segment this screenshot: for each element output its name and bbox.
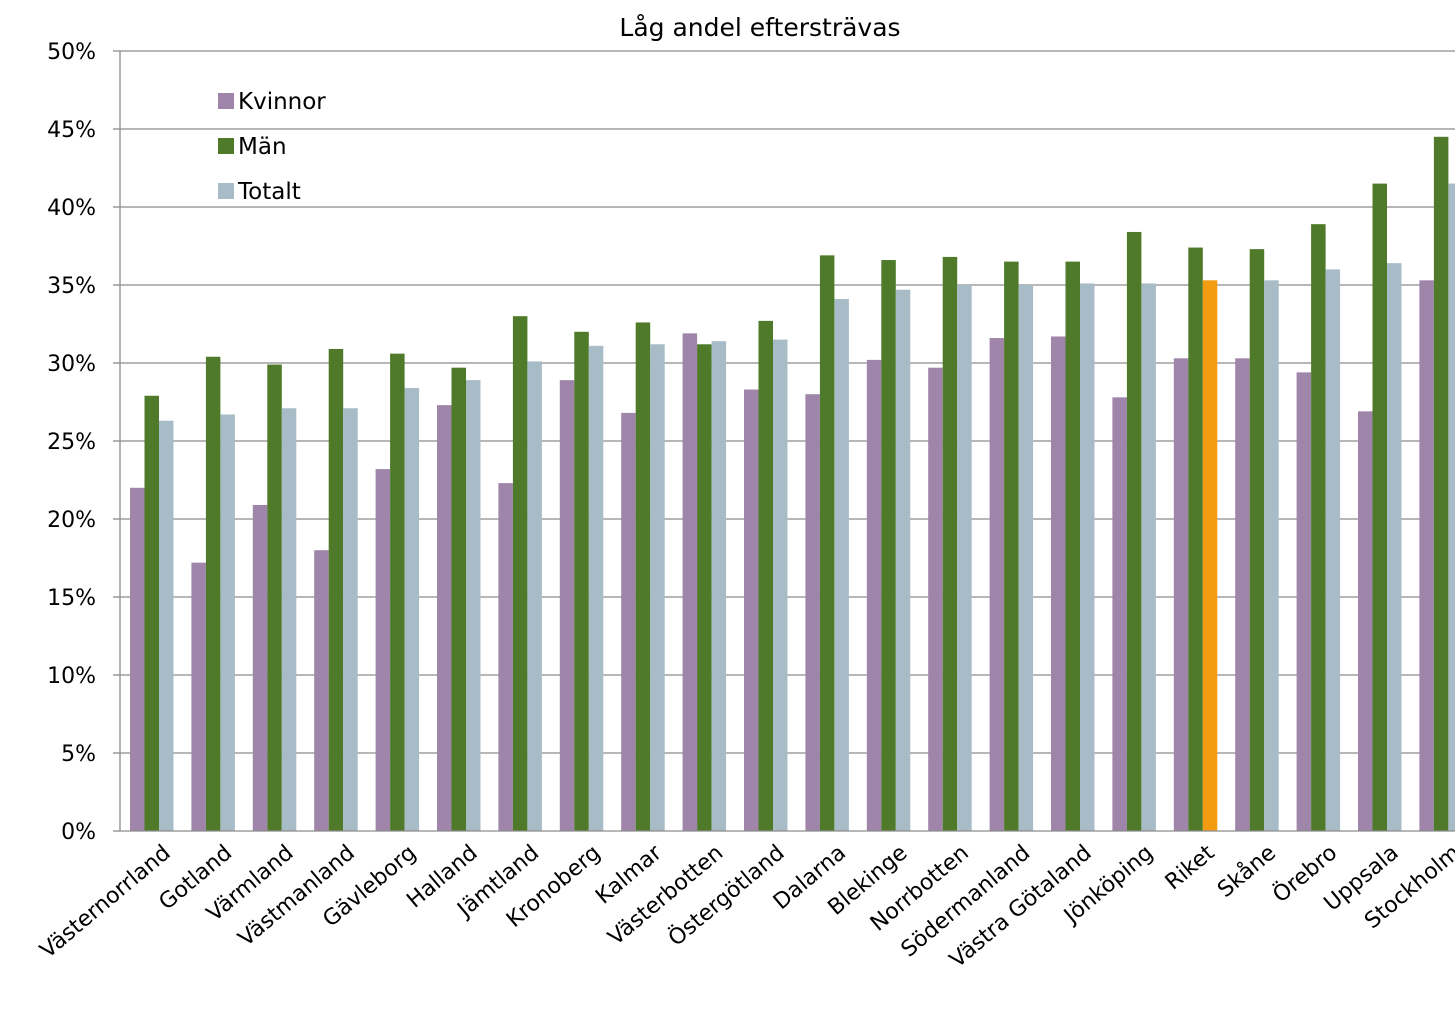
legend: Kvinnor Män Totalt	[218, 89, 326, 205]
bar-kvinnor	[621, 412, 636, 831]
bar-totalt	[281, 408, 297, 831]
bar-män	[451, 367, 466, 831]
bar-män	[574, 331, 589, 831]
legend-label: Totalt	[237, 179, 301, 205]
bar-kvinnor	[682, 333, 698, 831]
bar-kvinnor	[1051, 336, 1066, 831]
bar-kvinnor	[928, 367, 943, 831]
bar-kvinnor	[989, 338, 1005, 831]
y-tick-label: 35%	[47, 274, 96, 299]
bar-män	[1433, 136, 1449, 832]
bar-kvinnor	[744, 389, 759, 831]
y-tick-label: 0%	[61, 820, 96, 845]
bar-kvinnor	[805, 394, 820, 831]
y-tick-label: 5%	[61, 742, 96, 767]
bar-totalt	[1202, 280, 1218, 831]
bar-kvinnor	[1112, 397, 1127, 831]
bar-kvinnor	[498, 483, 513, 831]
legend-swatch	[218, 183, 234, 199]
bar-kvinnor	[559, 380, 575, 831]
bar-män	[1249, 249, 1265, 831]
y-tick-label: 20%	[47, 508, 96, 533]
bar-kvinnor	[1358, 411, 1373, 831]
y-tick-label: 40%	[47, 196, 96, 221]
bar-totalt	[343, 408, 358, 831]
bar-män	[1311, 224, 1326, 831]
bar-män	[758, 320, 773, 831]
legend-label: Män	[238, 134, 287, 160]
bar-kvinnor	[375, 469, 391, 831]
bar-totalt	[1387, 263, 1402, 831]
y-tick-label: 15%	[47, 586, 96, 611]
bar-män	[697, 344, 712, 831]
legend-swatch	[218, 138, 234, 154]
bar-totalt	[1325, 269, 1341, 831]
bar-kvinnor	[1419, 280, 1434, 831]
bar-totalt	[159, 420, 174, 831]
bar-män	[635, 322, 651, 831]
bar-män	[1065, 261, 1080, 832]
bar-totalt	[404, 387, 420, 831]
bar-män	[1372, 183, 1387, 832]
x-tick-label: Riket	[1161, 840, 1220, 895]
bar-totalt	[773, 339, 788, 831]
x-tick-label: Skåne	[1213, 840, 1281, 903]
bar-kvinnor	[130, 487, 145, 831]
bar-totalt	[527, 361, 542, 831]
bar-totalt	[1141, 283, 1156, 831]
y-tick-label: 45%	[47, 118, 96, 143]
bar-kvinnor	[1173, 358, 1189, 831]
bar-totalt	[588, 345, 604, 831]
bar-totalt	[466, 380, 481, 831]
bar-män	[1126, 231, 1142, 831]
legend-label: Kvinnor	[238, 89, 326, 115]
bar-totalt	[650, 344, 665, 831]
bar-kvinnor	[437, 405, 452, 831]
bar-totalt	[1080, 283, 1095, 831]
bar-kvinnor	[866, 359, 882, 831]
bar-totalt	[1018, 285, 1034, 831]
bar-män	[512, 316, 528, 831]
bar-män	[328, 348, 344, 831]
bars	[130, 136, 1455, 832]
bar-kvinnor	[314, 550, 329, 831]
y-tick-label: 25%	[47, 430, 96, 455]
bar-män	[390, 353, 405, 831]
bar-män	[205, 356, 221, 831]
bar-män	[881, 260, 896, 831]
bar-män	[1188, 247, 1203, 831]
bar-kvinnor	[1235, 358, 1250, 831]
bar-totalt	[834, 299, 849, 831]
bar-totalt	[1264, 280, 1279, 831]
y-tick-label: 50%	[47, 40, 96, 65]
bar-totalt	[711, 341, 727, 831]
bar-totalt	[957, 285, 972, 831]
bar-män	[144, 395, 159, 831]
legend-swatch	[218, 93, 234, 109]
bar-totalt	[1448, 183, 1455, 832]
bar-kvinnor	[252, 504, 268, 831]
y-tick-label: 30%	[47, 352, 96, 377]
x-tick-label: Västernorrland	[36, 840, 176, 963]
bar-män	[267, 364, 282, 831]
bar-män	[819, 255, 835, 832]
bar-kvinnor	[191, 562, 206, 831]
bar-kvinnor	[1296, 372, 1312, 831]
bar-totalt	[895, 289, 911, 831]
bar-män	[942, 256, 958, 831]
bar-män	[1004, 261, 1019, 832]
bar-totalt	[220, 414, 235, 831]
chart-title: Låg andel eftersträvas	[619, 13, 900, 42]
y-tick-label: 10%	[47, 664, 96, 689]
